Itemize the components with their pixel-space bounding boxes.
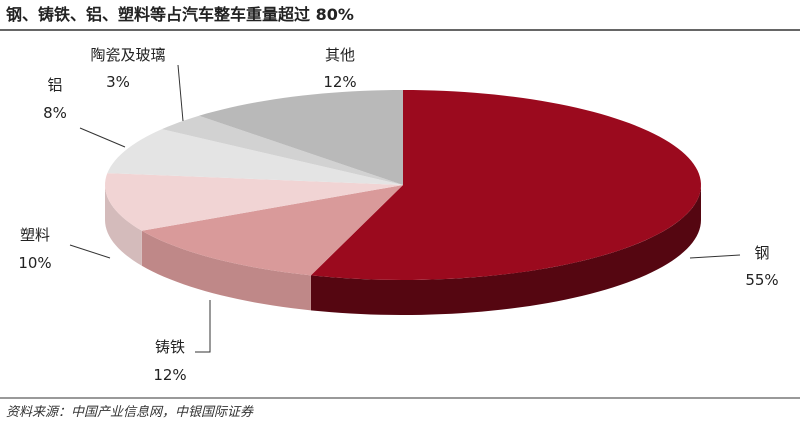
slice-side xyxy=(141,230,311,311)
value-label: 3% xyxy=(106,73,130,91)
value-label: 55% xyxy=(745,271,778,289)
category-label: 塑料 xyxy=(20,226,50,244)
value-label: 12% xyxy=(323,73,356,91)
slice xyxy=(310,90,701,280)
leader-line xyxy=(195,300,211,353)
leader-line xyxy=(177,64,184,122)
slice xyxy=(107,129,403,185)
category-label: 其他 xyxy=(325,46,355,64)
leader-line xyxy=(69,244,111,259)
leader-line xyxy=(689,254,741,259)
category-label: 铝 xyxy=(47,76,62,94)
value-label: 10% xyxy=(18,254,51,272)
slice-side xyxy=(105,185,142,266)
value-label: 8% xyxy=(43,104,67,122)
slice-side xyxy=(310,185,701,315)
source: 资料来源：中国产业信息网，中银国际证券 xyxy=(6,404,254,420)
slice xyxy=(199,90,403,185)
category-label: 陶瓷及玻璃 xyxy=(90,46,165,64)
slice xyxy=(105,173,403,231)
leader-line xyxy=(79,127,126,148)
chart-title: 钢、铸铁、铝、塑料等占汽车整车重量超过 80% xyxy=(6,5,354,24)
labels: 钢 55% 铸铁 12% 塑料 10% 铝 8% 陶瓷及玻璃 3% 其他 12% xyxy=(18,46,778,384)
slice xyxy=(161,115,403,185)
value-label: 12% xyxy=(153,366,186,384)
slice xyxy=(141,185,404,276)
category-label: 铸铁 xyxy=(155,338,185,356)
category-label: 钢 xyxy=(754,244,769,262)
pie xyxy=(105,90,701,315)
